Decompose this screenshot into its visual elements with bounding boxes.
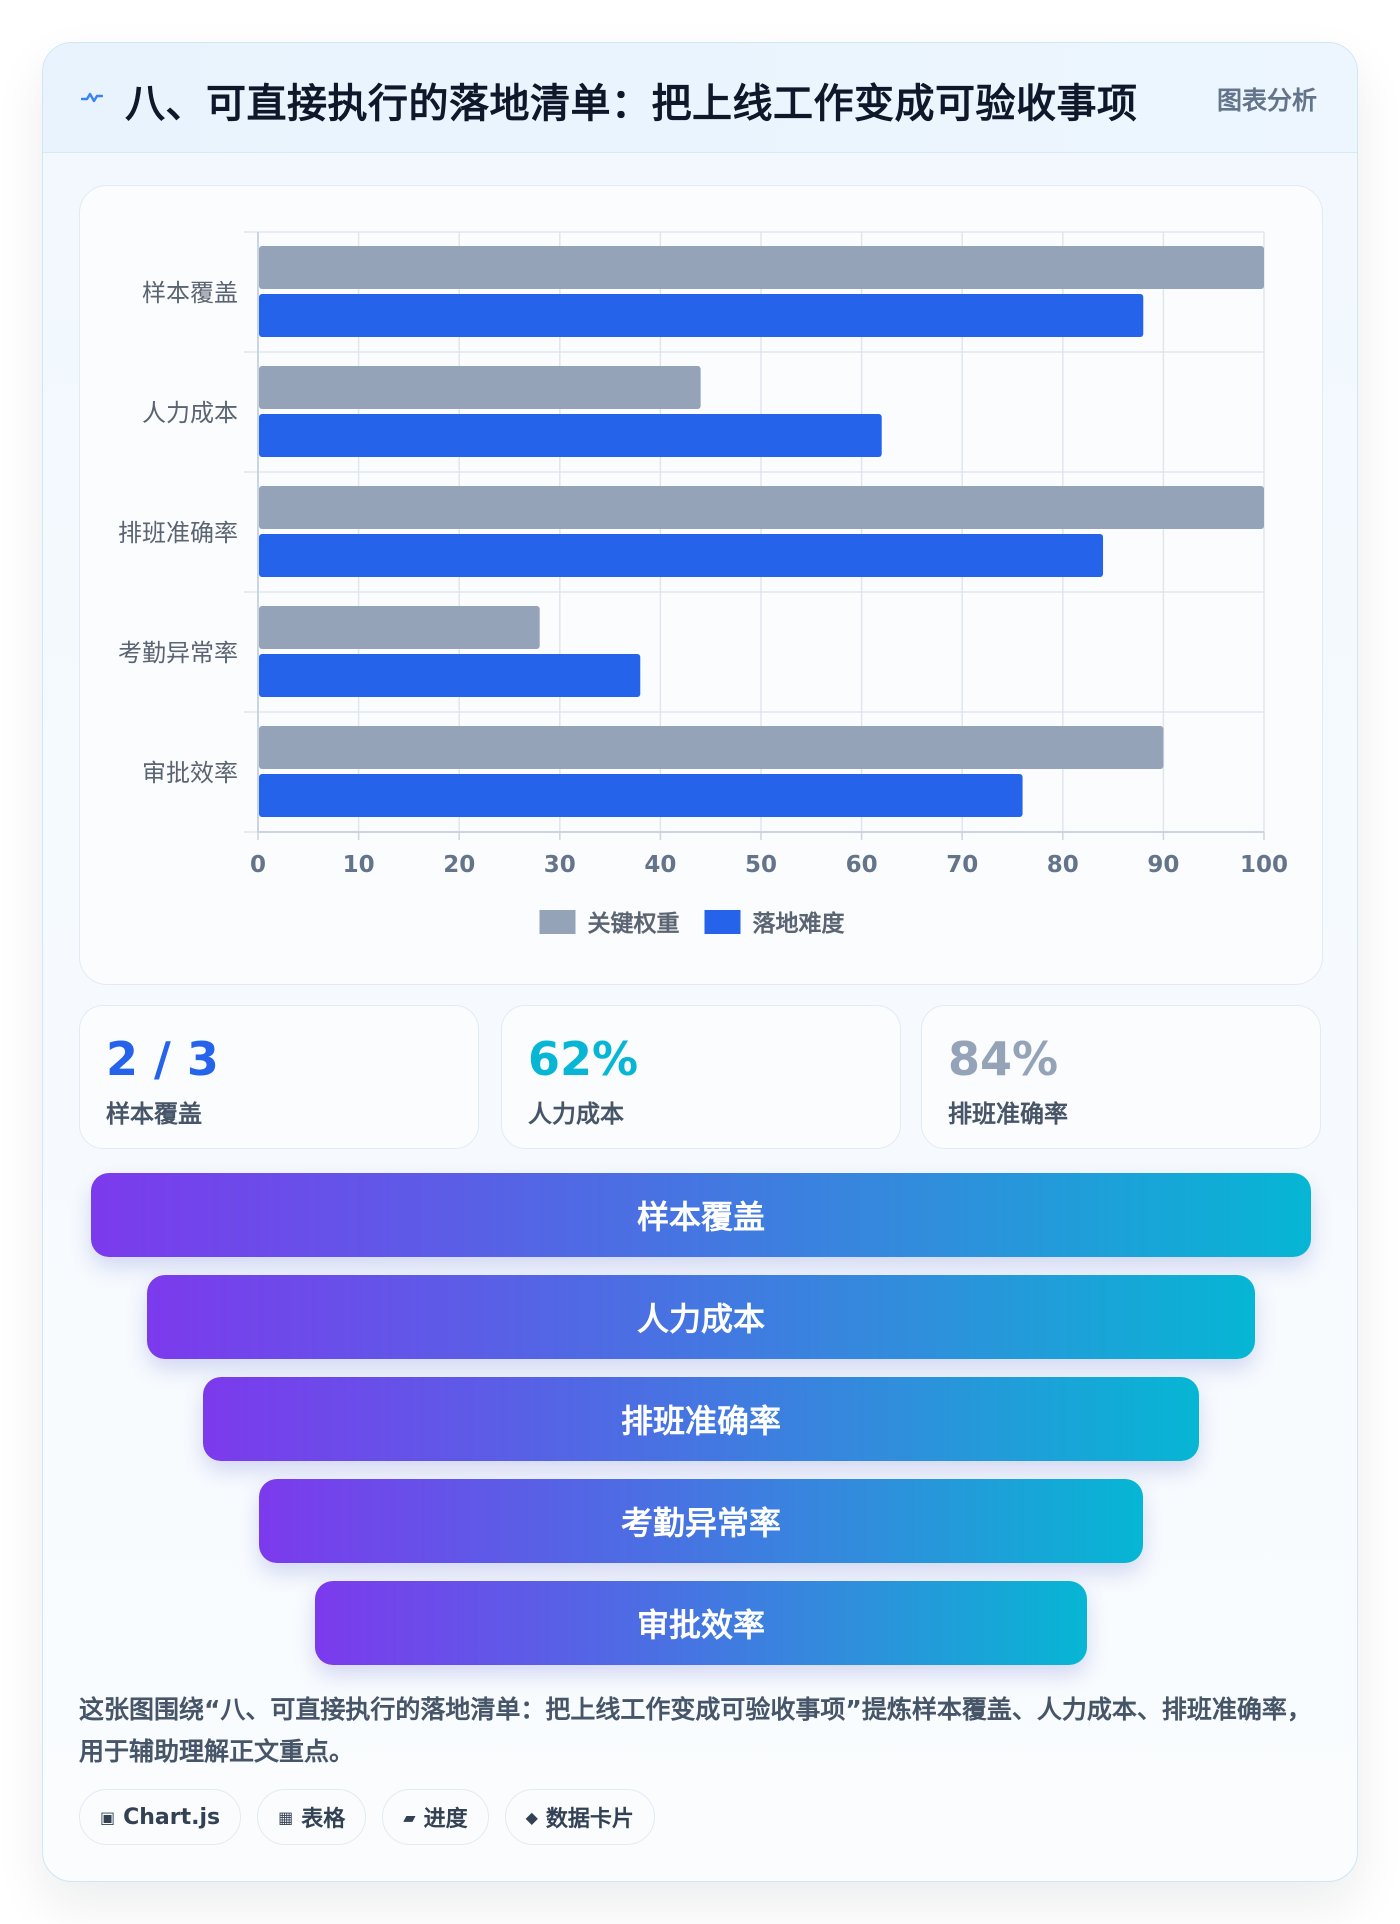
chart-icon: ▣ <box>100 1807 116 1827</box>
tag-list: ▣ Chart.js ▦ 表格 ▰ 进度 ◆ 数据卡片 <box>79 1789 655 1845</box>
stat-card-labor-cost: 62% 人力成本 <box>501 1005 901 1149</box>
tag-label: 表格 <box>301 1807 346 1832</box>
x-tick-label: 60 <box>846 852 878 878</box>
tag-progress[interactable]: ▰ 进度 <box>382 1789 489 1845</box>
y-tick-label: 样本覆盖 <box>142 279 238 307</box>
y-tick-label: 人力成本 <box>142 399 238 427</box>
x-tick-label: 30 <box>544 852 576 878</box>
x-tick-label: 50 <box>745 852 777 878</box>
stat-value: 62% <box>528 1032 639 1086</box>
bar <box>259 366 701 409</box>
y-tick-label: 审批效率 <box>142 759 238 787</box>
bar <box>259 294 1144 337</box>
bar <box>259 654 641 697</box>
bar <box>259 606 540 649</box>
x-tick-label: 80 <box>1047 852 1079 878</box>
funnel-step: 样本覆盖 <box>91 1173 1311 1257</box>
stat-label: 人力成本 <box>528 1100 624 1128</box>
stat-card-sample-coverage: 2 / 3 样本覆盖 <box>79 1005 479 1149</box>
funnel-step: 排班准确率 <box>203 1377 1199 1461</box>
bar <box>259 774 1023 817</box>
progress-icon: ▰ <box>403 1807 416 1827</box>
legend-swatch <box>704 910 741 934</box>
legend-label: 关键权重 <box>588 910 680 937</box>
activity-icon <box>81 92 103 103</box>
tag-label: 进度 <box>423 1807 468 1832</box>
funnel-step: 审批效率 <box>315 1581 1087 1665</box>
bar <box>259 534 1104 577</box>
funnel-step: 考勤异常率 <box>259 1479 1143 1563</box>
tag-label: Chart.js <box>123 1804 221 1830</box>
table-icon: ▦ <box>278 1807 294 1827</box>
stat-label: 样本覆盖 <box>106 1100 202 1128</box>
x-tick-label: 100 <box>1240 852 1288 878</box>
x-tick-label: 10 <box>343 852 375 878</box>
funnel-step: 人力成本 <box>147 1275 1255 1359</box>
chart-analysis-badge: 图表分析 <box>1216 86 1317 115</box>
diamond-icon: ◆ <box>525 1807 538 1827</box>
tag-label: 数据卡片 <box>545 1807 634 1832</box>
x-tick-label: 70 <box>946 852 978 878</box>
funnel-step-label: 审批效率 <box>636 1606 765 1644</box>
chart-card: 八、可直接执行的落地清单：把上线工作变成可验收事项 图表分析 样本覆盖 人力成本排… <box>42 42 1358 1882</box>
chart-description: 这张图围绕“八、可直接执行的落地清单：把上线工作变成可验收事项”提炼样本覆盖、人… <box>79 1695 1312 1766</box>
bar <box>259 486 1264 529</box>
tag-table[interactable]: ▦ 表格 <box>257 1789 367 1845</box>
bar <box>259 726 1164 769</box>
funnel-step-label: 人力成本 <box>636 1300 765 1338</box>
x-tick-label: 20 <box>443 852 475 878</box>
funnel-step-label: 样本覆盖 <box>636 1198 765 1236</box>
stat-value: 2 / 3 <box>106 1032 219 1086</box>
funnel-step-label: 考勤异常率 <box>620 1504 781 1542</box>
page-title: 八、可直接执行的落地清单：把上线工作变成可验收事项 <box>125 81 1138 127</box>
bar <box>259 246 1264 289</box>
y-tick-label: 考勤异常率 <box>118 639 238 667</box>
chart-panel: 样本覆盖人力成本排班准确率考勤异常率审批效率 0 10 20 30 40 50 60 70 80 9… <box>79 185 1323 985</box>
legend-swatch <box>539 910 576 934</box>
tag-chartjs[interactable]: ▣ Chart.js <box>79 1789 242 1845</box>
x-tick-label: 0 <box>250 852 266 878</box>
bar <box>259 414 882 457</box>
stat-value: 84% <box>948 1032 1059 1086</box>
y-tick-label: 排班准确率 <box>118 519 238 547</box>
x-tick-label: 40 <box>644 852 676 878</box>
x-tick-label: 90 <box>1147 852 1179 878</box>
card-header: 八、可直接执行的落地清单：把上线工作变成可验收事项 图表分析 <box>43 43 1357 153</box>
stat-label: 排班准确率 <box>948 1100 1068 1128</box>
legend-label: 落地难度 <box>753 910 846 937</box>
tag-data-card[interactable]: ◆ 数据卡片 <box>504 1789 655 1845</box>
stat-card-schedule-accuracy: 84% 排班准确率 <box>921 1005 1321 1149</box>
funnel-step-label: 排班准确率 <box>620 1402 781 1440</box>
